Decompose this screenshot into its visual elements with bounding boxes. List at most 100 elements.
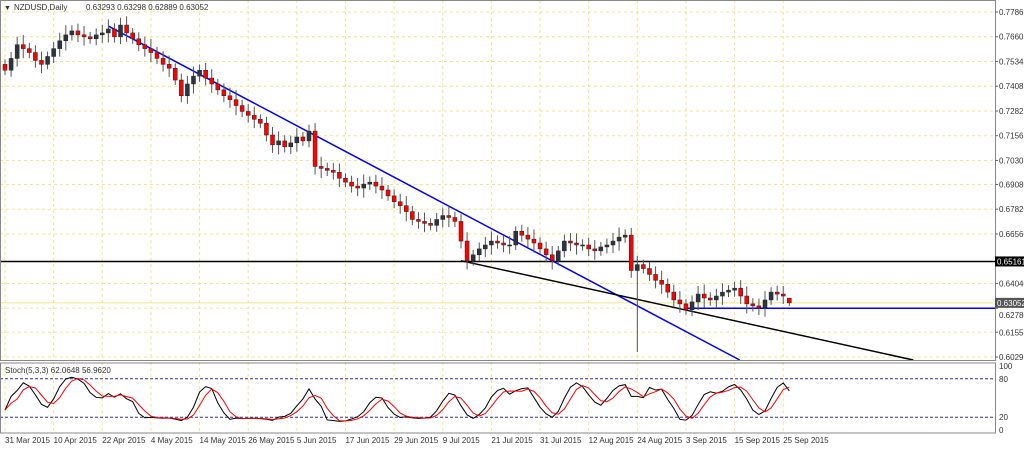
stoch-axis-label: 80 [999,375,1008,384]
dropdown-triangle-icon[interactable]: ▼ [4,5,11,12]
stoch-axis-label: 20 [999,413,1008,422]
candle-body [100,33,104,35]
candle-body [483,245,487,249]
main-panel-frame [1,1,996,361]
candle-body [228,96,232,100]
candle-body [410,212,414,220]
candle-body [739,288,743,296]
candle-body [64,35,68,41]
candle-body [562,241,566,251]
y-tick-label: 0.70305 [999,156,1024,165]
candle-body [514,231,518,245]
candle-body [623,235,627,237]
trendline [108,26,739,360]
candle-body [58,41,62,49]
candle-body [575,243,579,245]
candle-body [319,166,323,168]
candle-body [532,239,536,243]
candle-body [550,255,554,261]
candle-body [295,137,299,143]
candle-body [173,68,177,80]
y-tick-label: 0.71565 [999,132,1024,141]
candle-body [343,178,347,182]
candle-body [520,231,524,235]
candle-body [185,84,189,96]
x-tick-label: 21 Jul 2015 [491,436,533,445]
candle-body [119,25,123,37]
candle-body [283,141,287,147]
candle-body [763,300,767,308]
candle-body [131,33,135,39]
candle-body [252,115,256,119]
candle-body [508,245,512,246]
x-tick-label: 15 Sep 2015 [735,436,781,445]
candle-body [325,168,329,170]
candle-body [46,56,50,64]
candle-body [179,80,183,96]
x-tick-label: 31 Jul 2015 [540,436,582,445]
candle-body [781,294,785,296]
candle-body [629,235,633,270]
candle-body [307,131,311,141]
candle-body [660,280,664,284]
candle-body [544,249,548,255]
candle-body [611,241,615,245]
candle-body [605,245,609,247]
candle-body [745,296,749,304]
stoch-main-line [5,377,789,421]
candle-body [52,49,56,57]
candle-body [161,58,165,64]
candle-body [362,184,366,188]
y-tick-label: 0.76605 [999,33,1024,42]
candle-body [727,290,731,292]
x-tick-label: 24 Aug 2015 [637,436,682,445]
y-tick-label: 0.61555 [999,328,1024,337]
candle-body [787,298,791,303]
horizontal-level-badge-label: 0.65161 [997,257,1024,266]
ohlc-readout: 0.63293 0.63298 0.62889 0.63052 [86,3,209,12]
symbol-label: NZDUSD,Daily [14,3,67,12]
candle-body [204,70,208,78]
candle-body [167,64,171,68]
candle-body [271,135,275,145]
candle-body [568,241,572,243]
candle-body [769,292,773,300]
candle-body [331,170,335,172]
x-tick-label: 3 Sep 2015 [686,436,727,445]
stoch-signal-line [5,378,789,420]
candle-body [88,37,92,39]
candle-body [350,182,354,186]
y-tick-label: 0.75345 [999,57,1024,66]
candle-body [502,243,506,245]
candle-body [684,304,688,310]
candle-body [125,25,129,33]
candle-body [76,31,80,35]
stoch-label: Stoch(5,3,3) 62.0648 56.9620 [5,366,111,375]
candle-body [617,237,621,241]
candle-body [495,241,499,243]
candle-body [277,141,281,145]
candle-body [137,39,141,45]
stoch-axis-label: 0 [999,426,1004,435]
candle-body [398,202,402,206]
candle-body [423,221,427,223]
candle-body [337,172,341,178]
candle-body [714,296,718,300]
candle-body [27,49,31,53]
candle-body [94,35,98,39]
candle-body [368,182,372,184]
candle-body [459,221,463,241]
candle-body [593,249,597,251]
candle-body [386,190,390,196]
candle-body [301,137,305,141]
candle-body [447,216,451,218]
candle-body [708,298,712,300]
candle-body [654,274,658,280]
x-tick-label: 5 Jun 2015 [297,436,337,445]
candle-body [696,294,700,302]
candle-body [246,111,250,115]
candle-body [21,45,25,49]
candle-body [526,235,530,239]
